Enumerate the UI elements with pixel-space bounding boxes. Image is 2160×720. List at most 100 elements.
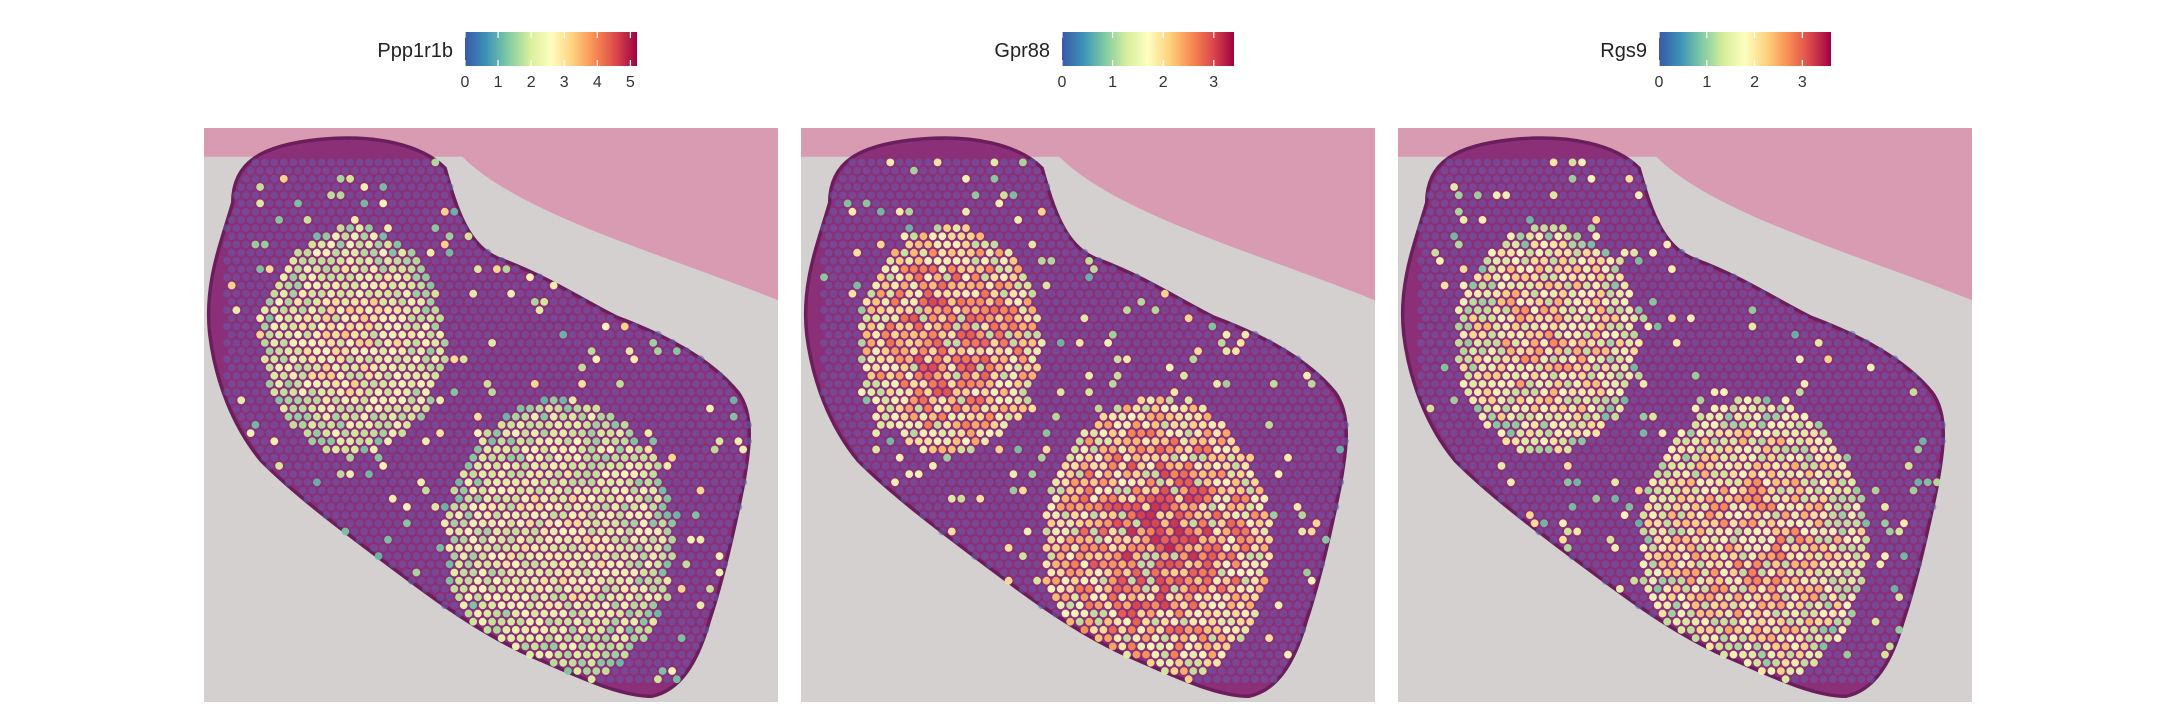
spot [1279,576,1288,585]
spot [365,240,373,249]
spot [924,470,932,478]
spot [412,486,421,495]
spot [1094,388,1103,396]
spot [1288,494,1297,503]
spot [1113,453,1122,462]
spot [947,380,956,388]
spot [1099,494,1108,503]
spot [403,191,411,200]
spot [644,642,653,651]
spot [1279,560,1288,569]
spot [976,429,985,437]
spot [672,675,681,684]
spot [1203,462,1212,470]
spot [966,281,975,290]
spot [493,478,501,487]
spot [1203,396,1212,405]
spot [1099,462,1108,470]
spot [422,552,430,560]
spot [455,412,463,421]
spot [587,544,596,552]
spot [966,314,975,323]
spot [535,322,544,331]
spot [374,339,383,347]
spot [1009,273,1018,282]
spot [952,191,961,200]
spot [891,232,899,241]
spot [289,191,298,200]
spot [1156,593,1165,601]
spot [1630,183,1638,191]
spot [1232,560,1240,569]
spot [701,412,710,421]
spot [1217,355,1226,364]
spot [403,273,411,282]
spot [1303,503,1311,511]
spot [1137,511,1146,519]
spot [1274,535,1283,544]
spot [393,503,402,511]
spot [630,453,639,462]
spot [317,191,326,200]
spot [995,314,1004,323]
spot [478,486,487,495]
spot [455,396,463,405]
spot [559,445,568,454]
spot [701,609,710,618]
spot [1269,494,1278,503]
spot [616,380,624,388]
spot [526,306,534,314]
spot [995,166,1004,175]
spot [1161,552,1169,560]
spot [1303,568,1311,577]
spot [341,347,350,355]
spot [1170,585,1179,593]
spot [1312,552,1321,560]
spot [1094,601,1103,610]
spot [635,478,643,487]
spot [867,306,876,314]
spot [1137,642,1146,651]
spot [559,576,568,585]
spot [516,568,525,577]
spot [1156,363,1165,372]
spot [1274,568,1283,577]
spot [1056,339,1065,347]
spot [1170,470,1179,478]
spot [668,585,676,593]
spot [1161,404,1169,413]
spot [289,207,298,216]
spot [682,412,691,421]
spot [564,322,572,331]
spot [426,199,435,208]
spot [521,298,530,306]
spot [597,544,605,552]
spot [265,396,274,405]
spot [592,470,601,478]
spot [1293,585,1302,593]
spot [398,232,407,241]
spot [322,265,331,273]
spot [1080,330,1089,339]
spot [1180,306,1188,314]
spot [872,166,880,175]
spot [568,380,577,388]
spot [1213,347,1221,355]
spot [985,363,994,372]
spot [1269,363,1278,372]
spot [455,330,463,339]
spot [876,273,885,282]
spot [905,158,914,167]
spot [729,412,738,421]
spot [1099,511,1108,519]
spot [374,404,383,413]
spot [1184,396,1193,405]
spot [246,232,255,241]
spot [251,207,260,216]
spot [398,544,407,552]
spot [403,355,411,364]
spot [1014,347,1022,355]
spot [1625,191,1634,200]
spot [1620,166,1629,175]
spot [526,617,534,626]
